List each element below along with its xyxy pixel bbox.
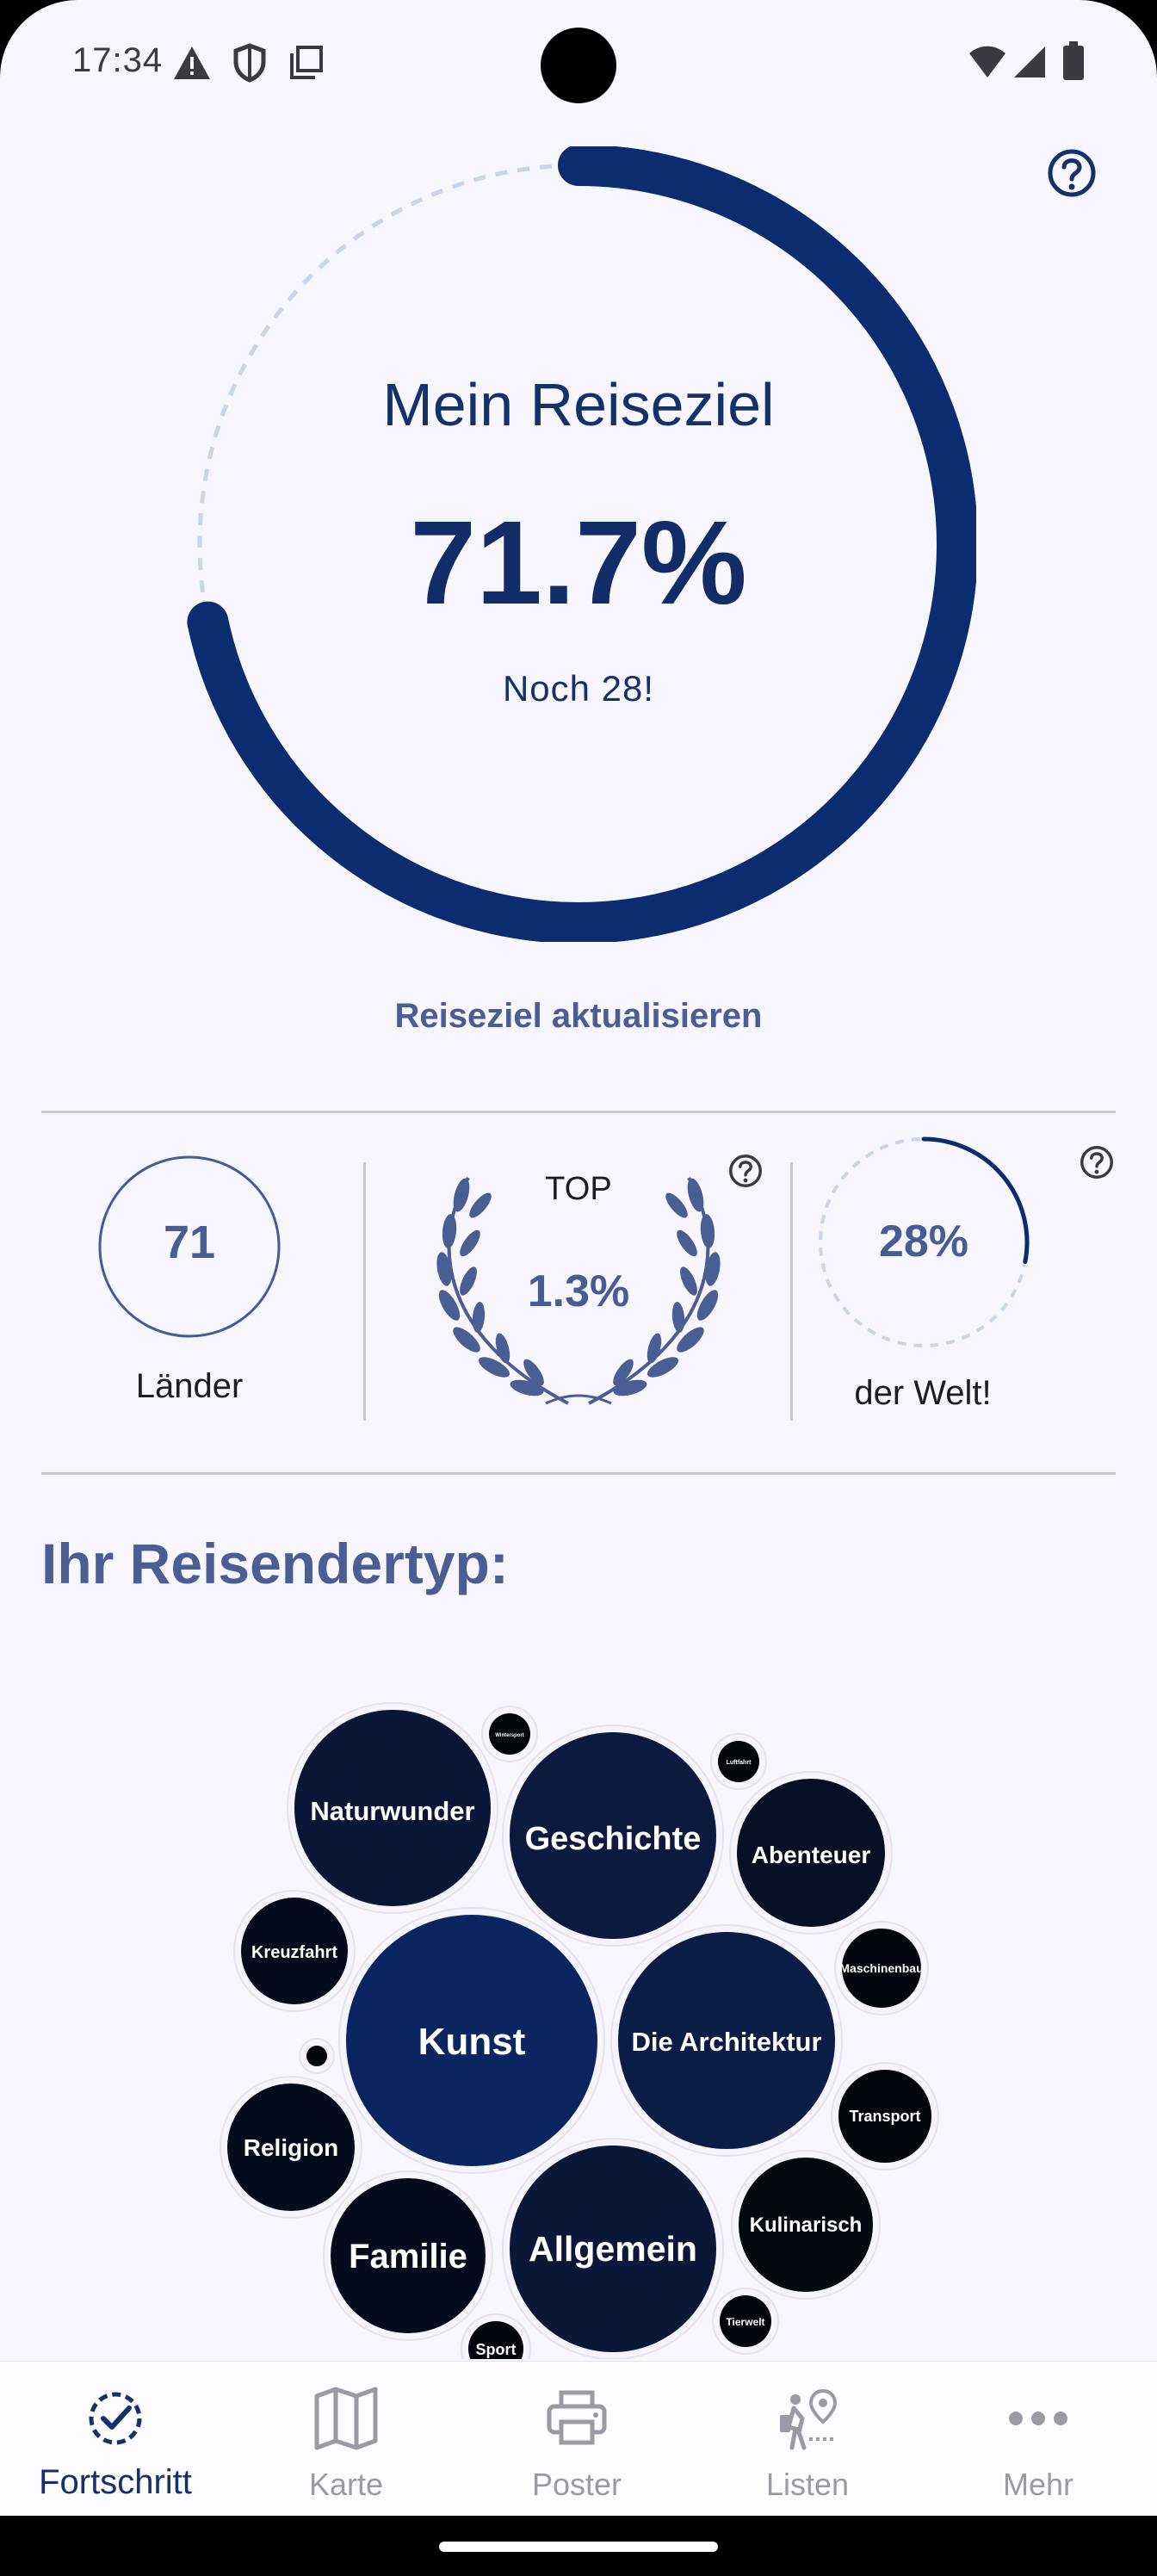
bubble-label-architektur: Die Architektur [631, 2027, 821, 2057]
nav-label-fortschritt: Fortschritt [39, 2463, 192, 2501]
printer-icon [547, 2390, 607, 2445]
bubble-kunst[interactable]: Kunst [338, 1907, 605, 2174]
world-progress-ring [819, 1136, 1030, 1347]
bubble-maschinenbau[interactable]: Maschinenbau [834, 1921, 929, 2016]
world-progress-arc [921, 1136, 1030, 1264]
bubble-kulinarisch[interactable]: Kulinarisch [731, 2150, 881, 2300]
bubble-luftfahrt[interactable]: Luftfahrt [710, 1733, 767, 1790]
update-goal-link[interactable]: Reiseziel aktualisieren [394, 997, 763, 1035]
camera-cutout [541, 28, 616, 103]
nav-label-karte: Karte [308, 2467, 384, 2502]
traveler-type-bubbles: Naturwunder Geschichte Abenteuer Kreuzfa… [220, 1702, 939, 2359]
signal-icon [1014, 46, 1045, 77]
bubble-label-sport: Sport [476, 2341, 517, 2358]
stats-divider-2 [790, 1162, 793, 1421]
goal-remaining: Noch 28! [502, 668, 655, 709]
bubble-label-kunst: Kunst [418, 2021, 526, 2063]
bubble-label-geschichte: Geschichte [525, 1821, 702, 1857]
mid-divider [41, 1472, 1116, 1475]
bubble-label-allgemein: Allgemein [529, 2229, 697, 2269]
system-gesture-bar [0, 2516, 1157, 2576]
more-dots-icon [1009, 2412, 1067, 2425]
bubble-unlabeled[interactable] [299, 2038, 335, 2074]
nav-poster[interactable]: Poster [461, 2362, 692, 2517]
warning-icon [174, 46, 210, 79]
world-help-icon[interactable] [1080, 1145, 1114, 1180]
map-icon [314, 2387, 378, 2450]
bubble-label-tierwelt: Tierwelt [726, 2316, 764, 2328]
wifi-icon [969, 46, 1005, 77]
rank-value: 1.3% [527, 1266, 630, 1316]
nav-listen[interactable]: Listen [692, 2362, 923, 2517]
nav-mehr[interactable]: Mehr [923, 2362, 1154, 2517]
bubble-label-maschinenbau: Maschinenbau [839, 1961, 923, 1975]
bubble-label-naturwunder: Naturwunder [310, 1796, 474, 1826]
shield-icon [233, 43, 266, 83]
bubble-label-wintersport: Wintersport [495, 1733, 524, 1738]
countries-circle [98, 1155, 281, 1338]
bubble-familie[interactable]: Familie [323, 2170, 493, 2341]
nav-karte[interactable]: Karte [231, 2362, 461, 2517]
bubble-label-religion: Religion [244, 2134, 338, 2161]
bubble-geschichte[interactable]: Geschichte [502, 1725, 724, 1947]
countries-count: 71 [163, 1217, 216, 1268]
bubble-label-familie: Familie [349, 2238, 467, 2276]
nav-fortschritt[interactable]: Fortschritt [0, 2362, 231, 2517]
battery-icon [1063, 41, 1084, 80]
rank-help-icon[interactable] [728, 1154, 763, 1188]
copy-icon [290, 46, 323, 79]
bubble-allgemein[interactable]: Allgemein [502, 2138, 724, 2359]
home-indicator[interactable] [439, 2542, 718, 2552]
world-percent: 28% [878, 1217, 969, 1266]
help-icon[interactable] [1047, 148, 1097, 198]
top-divider [41, 1111, 1116, 1113]
bubble-naturwunder[interactable]: Naturwunder [287, 1702, 498, 1914]
bubble-label-kreuzfahrt: Kreuzfahrt [251, 1943, 337, 1962]
stats-divider-1 [363, 1162, 366, 1421]
nav-label-mehr: Mehr [1002, 2467, 1074, 2502]
rank-top-label: TOP [545, 1171, 612, 1207]
check-circle-icon [89, 2392, 142, 2445]
laurel-wreath-icon [436, 1176, 721, 1405]
goal-title: Mein Reiseziel [382, 371, 775, 438]
bubble-transport[interactable]: Transport [831, 2062, 939, 2170]
bubble-label-transport: Transport [849, 2108, 920, 2125]
bubble-label-abenteuer: Abenteuer [752, 1842, 871, 1868]
goal-progress-ring [187, 146, 976, 942]
bottom-navigation: Fortschritt Karte Poster [0, 2361, 1157, 2517]
nav-label-listen: Listen [765, 2467, 850, 2502]
world-label: der Welt! [854, 1374, 992, 1412]
bubble-tierwelt[interactable]: Tierwelt [712, 2288, 779, 2355]
bubble-kreuzfahrt[interactable]: Kreuzfahrt [233, 1890, 356, 2012]
countries-label: Länder [135, 1367, 244, 1405]
bubble-architektur[interactable]: Die Architektur [610, 1924, 843, 2157]
traveler-type-title: Ihr Reisendertyp: [41, 1532, 509, 1595]
goal-progress-arc [187, 146, 976, 942]
bubble-religion[interactable]: Religion [220, 2076, 362, 2219]
status-time: 17:34 [72, 41, 164, 79]
bubble-label-luftfahrt: Luftfahrt [727, 1760, 752, 1766]
traveler-pin-icon [780, 2388, 838, 2450]
bubble-sport[interactable]: Sport [461, 2313, 531, 2359]
goal-percent: 71.7% [410, 497, 747, 629]
bubble-label-kulinarisch: Kulinarisch [750, 2214, 863, 2237]
status-bar: 17:34 [0, 0, 1157, 129]
nav-label-poster: Poster [531, 2467, 622, 2502]
bubble-abenteuer[interactable]: Abenteuer [729, 1771, 893, 1935]
bubble-wintersport[interactable]: Wintersport [481, 1706, 538, 1762]
